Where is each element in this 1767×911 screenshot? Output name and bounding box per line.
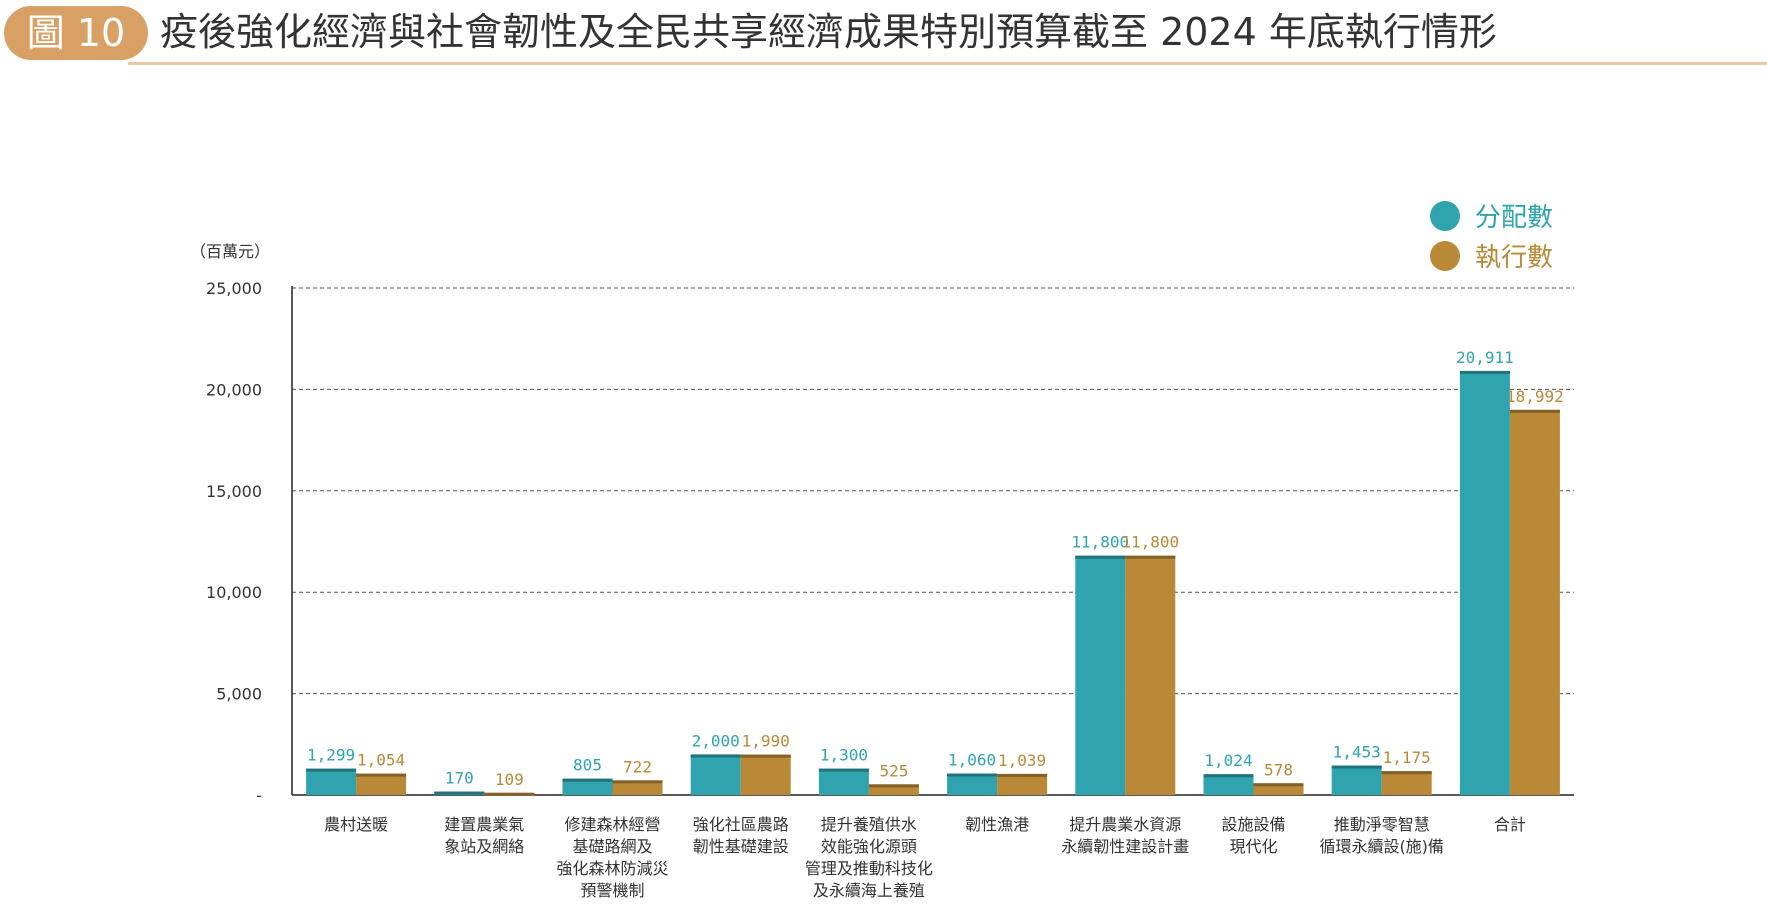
data-label: 1,299	[307, 746, 355, 765]
bar-top-edge	[1331, 765, 1382, 769]
data-label: 2,000	[692, 731, 740, 750]
bar-top-edge	[690, 754, 741, 758]
x-category-label: 永續韌性建設計畫	[1061, 837, 1189, 856]
y-tick-label: -	[256, 786, 262, 805]
title-underline	[128, 62, 1767, 65]
data-label: 1,054	[357, 751, 405, 770]
legend-swatch	[1430, 201, 1460, 231]
bar-executed	[1125, 555, 1176, 795]
legend-label: 分配數	[1475, 203, 1553, 233]
y-tick-label: 25,000	[206, 279, 262, 298]
bar-executed	[612, 780, 663, 795]
x-category-label: 象站及網絡	[444, 837, 524, 856]
bar-top-edge	[612, 780, 663, 784]
x-category-label: 預警機制	[580, 881, 644, 900]
x-category-label: 修建森林經營	[564, 815, 660, 834]
bar-executed	[997, 773, 1048, 795]
data-label: 1,300	[820, 746, 868, 765]
y-axis-unit-label: （百萬元）	[190, 242, 270, 261]
bar-top-edge	[562, 778, 613, 782]
bar-top-edge	[306, 768, 357, 772]
bar-top-edge	[1509, 409, 1560, 413]
x-category-label: 管理及推動科技化	[805, 859, 933, 878]
figure-title: 疫後強化經濟與社會韌性及全民共享經濟成果特別預算截至 2024 年底執行情形	[160, 10, 1497, 54]
bar-allocated	[1203, 774, 1254, 795]
bar-top-edge	[1381, 771, 1432, 775]
data-label: 20,911	[1456, 348, 1514, 367]
bar-allocated	[1459, 370, 1510, 795]
figure-header: 圖 10 疫後強化經濟與社會韌性及全民共享經濟成果特別預算截至 2024 年底執…	[0, 0, 1767, 72]
bar-allocated	[690, 754, 741, 795]
x-category-label: 推動淨零智慧	[1334, 815, 1430, 834]
data-label: 1,024	[1204, 751, 1252, 770]
x-category-label: 現代化	[1229, 837, 1277, 856]
x-category-label: 合計	[1494, 815, 1526, 834]
x-category-label: 提升養殖供水	[821, 815, 917, 834]
bar-executed	[1509, 409, 1560, 795]
x-category-label: 基礎路網及	[572, 837, 652, 856]
y-tick-label: 10,000	[206, 583, 262, 602]
x-category-label: 提升農業水資源	[1069, 815, 1181, 834]
x-category-label: 循環永續設(施)備	[1319, 837, 1444, 856]
x-category-label: 農村送暖	[324, 815, 388, 834]
data-label: 11,800	[1071, 533, 1129, 552]
bar-allocated	[306, 768, 357, 795]
bar-top-edge	[484, 792, 535, 796]
data-label: 1,060	[948, 751, 996, 770]
bar-top-edge	[997, 773, 1048, 777]
bar-top-edge	[434, 791, 485, 795]
x-category-label: 韌性基礎建設	[693, 837, 789, 856]
legend-label: 執行數	[1475, 243, 1553, 273]
x-category-label: 及永續海上養殖	[813, 881, 925, 900]
x-category-label: 強化社區農路	[693, 815, 789, 834]
bar-top-edge	[818, 768, 869, 772]
x-category-label: 建置農業氣	[444, 815, 524, 834]
data-label: 578	[1264, 760, 1293, 779]
bar-top-edge	[947, 773, 998, 777]
bar-top-edge	[1459, 370, 1510, 374]
data-label: 11,800	[1121, 533, 1179, 552]
data-label: 1,175	[1383, 748, 1431, 767]
bar-top-edge	[1253, 783, 1304, 787]
bar-allocated	[562, 778, 613, 795]
data-label: 805	[573, 756, 602, 775]
bar-executed	[1253, 783, 1304, 795]
bar-allocated	[947, 773, 998, 795]
bar-top-edge	[740, 754, 791, 758]
bar-top-edge	[1125, 555, 1176, 559]
data-label: 1,039	[998, 751, 1046, 770]
data-label: 722	[623, 757, 652, 776]
data-label: 1,453	[1333, 743, 1381, 762]
bar-executed	[356, 773, 407, 795]
y-tick-label: 20,000	[206, 380, 262, 399]
figure-number-badge: 圖 10	[4, 6, 148, 60]
bar-top-edge	[1075, 555, 1126, 559]
data-label: 1,990	[742, 732, 790, 751]
bar-executed	[740, 754, 791, 795]
bar-allocated	[1331, 765, 1382, 795]
data-label: 109	[495, 770, 524, 789]
y-tick-label: 15,000	[206, 482, 262, 501]
bar-allocated	[818, 768, 869, 795]
bar-top-edge	[356, 773, 407, 777]
bar-top-edge	[868, 784, 919, 788]
x-category-label: 設施設備	[1221, 815, 1285, 834]
data-label: 525	[879, 761, 908, 780]
legend-swatch	[1430, 241, 1460, 271]
bar-executed	[868, 784, 919, 795]
bar-top-edge	[1203, 774, 1254, 778]
bar-executed	[1381, 771, 1432, 795]
x-category-label: 強化森林防減災	[556, 859, 668, 878]
bar-allocated	[1075, 555, 1126, 795]
y-tick-label: 5,000	[216, 685, 262, 704]
data-label: 18,992	[1506, 387, 1564, 406]
x-category-label: 韌性漁港	[965, 815, 1029, 834]
data-label: 170	[445, 769, 474, 788]
x-category-label: 效能強化源頭	[821, 837, 917, 856]
